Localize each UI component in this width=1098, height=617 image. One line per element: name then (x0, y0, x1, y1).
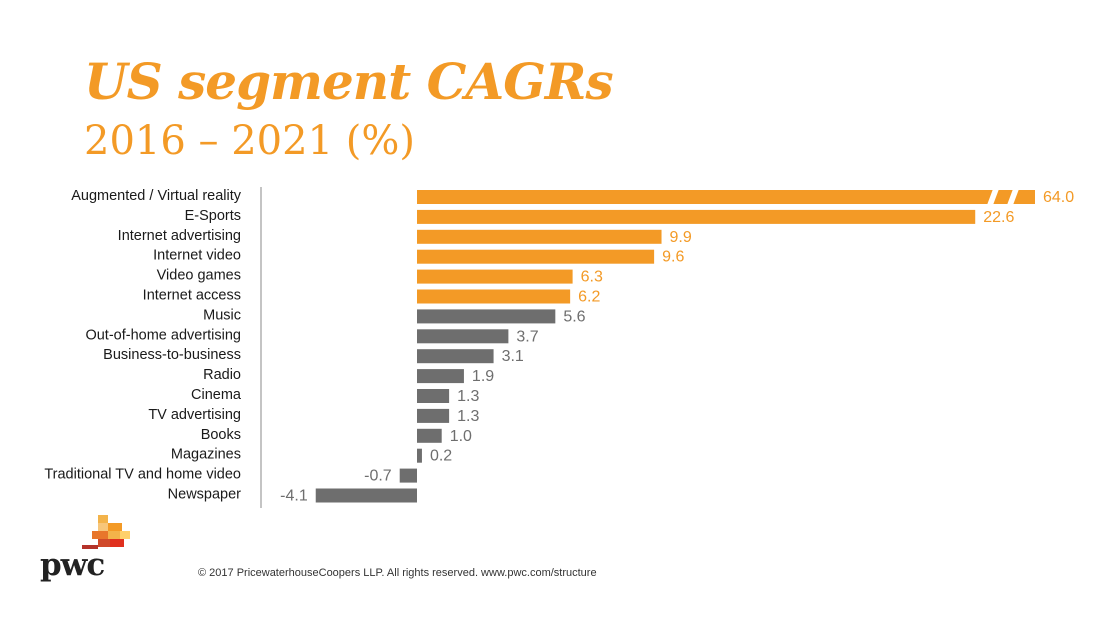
value-label: -0.7 (364, 468, 392, 485)
category-label: Internet access (143, 288, 241, 304)
bar (417, 408, 450, 423)
bar (417, 289, 571, 304)
bar (417, 448, 422, 463)
bar (417, 269, 573, 284)
category-label: Music (203, 307, 241, 323)
bar (417, 209, 976, 224)
value-label: 9.6 (662, 249, 684, 266)
chart-title: US segment CAGRs (84, 52, 614, 111)
bar (399, 468, 417, 483)
category-label: Newspaper (168, 487, 242, 503)
category-label: Magazines (171, 447, 241, 463)
value-label: 1.9 (472, 368, 494, 385)
value-label: 5.6 (563, 308, 585, 325)
value-label: 1.0 (450, 428, 472, 445)
value-label: 3.1 (502, 348, 524, 365)
value-label: 6.2 (578, 289, 600, 306)
category-label: Cinema (191, 387, 242, 403)
category-label: TV advertising (148, 407, 241, 423)
category-label: Out-of-home advertising (85, 327, 241, 343)
value-label: -4.1 (280, 488, 308, 505)
bar (315, 488, 417, 503)
value-label: 1.3 (457, 408, 479, 425)
bar (417, 329, 509, 344)
value-label: 0.2 (430, 448, 452, 465)
pwc-logo-mark (78, 515, 134, 556)
value-label: 1.3 (457, 388, 479, 405)
pwc-logo: pwc (40, 547, 105, 583)
axis-break-mark (987, 189, 999, 205)
value-label: 6.3 (581, 269, 603, 286)
category-label: Books (201, 427, 241, 443)
category-label: E-Sports (185, 208, 241, 224)
category-label: Video games (157, 268, 241, 284)
value-label: 22.6 (983, 209, 1014, 226)
category-label: Augmented / Virtual reality (71, 188, 242, 204)
bar (417, 249, 655, 264)
category-label: Radio (203, 367, 241, 383)
bar (417, 349, 494, 364)
category-label: Internet advertising (118, 228, 241, 244)
chart-subtitle: 2016 – 2021 (%) (84, 118, 415, 164)
bar (417, 369, 464, 384)
value-label: 3.7 (516, 328, 538, 345)
bar (417, 428, 442, 443)
category-label: Business-to-business (103, 347, 241, 363)
bar (417, 190, 1035, 204)
bar (417, 229, 662, 244)
axis-break-mark (1007, 189, 1019, 205)
bar (417, 309, 556, 324)
copyright-notice: © 2017 PricewaterhouseCoopers LLP. All r… (198, 567, 597, 579)
value-label: 9.9 (670, 229, 692, 246)
bar (417, 389, 450, 403)
value-label: 64.0 (1043, 189, 1074, 206)
category-label: Traditional TV and home video (44, 467, 241, 483)
category-label: Internet video (153, 248, 241, 264)
